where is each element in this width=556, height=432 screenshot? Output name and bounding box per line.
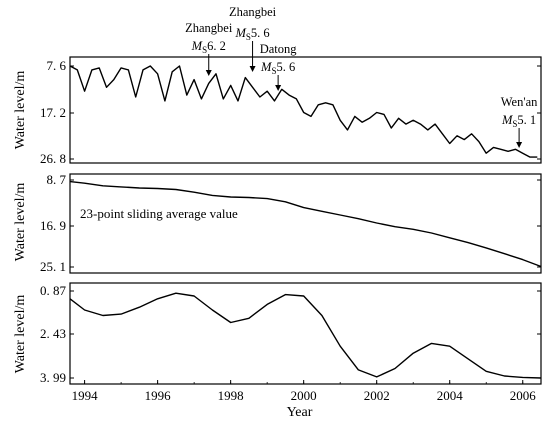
panel-2: 8. 7 16. 9 25. 1 Water level/m 23-point slid…: [13, 172, 542, 274]
y-tick-label: 8. 7: [47, 172, 67, 187]
annotation-arrow-head: [249, 66, 256, 72]
panel-3: 0. 87 2. 43 3. 99 Water level/m 1994 1996 1998…: [13, 282, 542, 420]
series-line-1: [69, 292, 542, 379]
y-tick-label: 16. 9: [40, 218, 66, 233]
annotation-arrow-head: [275, 85, 282, 91]
y-axis-label: Water level/m: [13, 183, 28, 262]
panel-1: 7. 6 17. 2 26. 8 Water level/m Zhangbei MS6. …: [13, 5, 542, 166]
y-tick-label: 0. 87: [40, 283, 67, 298]
y-axis-label: Water level/m: [13, 295, 28, 374]
series-line-1: [69, 180, 542, 268]
sliding-average-label: 23-point sliding average value: [80, 206, 238, 221]
earthquake-annotation: Datong MS5. 6: [260, 42, 298, 91]
x-tick-label: 1998: [218, 388, 244, 403]
y-tick-label: 2. 43: [40, 326, 66, 341]
x-tick-label: 1996: [145, 388, 172, 403]
y-tick-label: 17. 2: [40, 105, 66, 120]
annotation-magnitude: MS6. 2: [191, 39, 226, 55]
x-tick-label: 2000: [291, 388, 317, 403]
earthquake-annotation: Wen'an MS5. 1: [501, 95, 538, 148]
series-line-1: [69, 65, 538, 158]
annotation-arrow-head: [516, 142, 523, 148]
x-tick-label: 2006: [510, 388, 537, 403]
annotation-location: Wen'an: [501, 95, 538, 109]
y-axis-label: Water level/m: [13, 71, 28, 150]
annotation-magnitude: MS5. 6: [234, 26, 269, 42]
y-tick-label: 3. 99: [40, 370, 66, 385]
x-tick-label: 1994: [72, 388, 99, 403]
annotation-location: Zhangbei: [229, 5, 277, 19]
y-tick-label: 25. 1: [40, 259, 66, 274]
y-tick-label: 7. 6: [47, 58, 67, 73]
panel-frame: [69, 173, 542, 274]
x-axis-label: Year: [287, 405, 313, 420]
annotation-location: Datong: [260, 42, 298, 56]
y-tick-label: 26. 8: [40, 151, 66, 166]
annotation-magnitude: MS5. 6: [260, 60, 295, 76]
x-tick-label: 2004: [437, 388, 464, 403]
earthquake-annotation: Zhangbei MS6. 2: [185, 21, 233, 76]
earthquake-annotation: Zhangbei MS5. 6: [229, 5, 277, 72]
annotation-arrow-head: [205, 70, 212, 76]
panel-frame: [69, 56, 542, 164]
x-tick-label: 2002: [364, 388, 390, 403]
annotation-location: Zhangbei: [185, 21, 233, 35]
annotation-magnitude: MS5. 1: [501, 113, 536, 129]
